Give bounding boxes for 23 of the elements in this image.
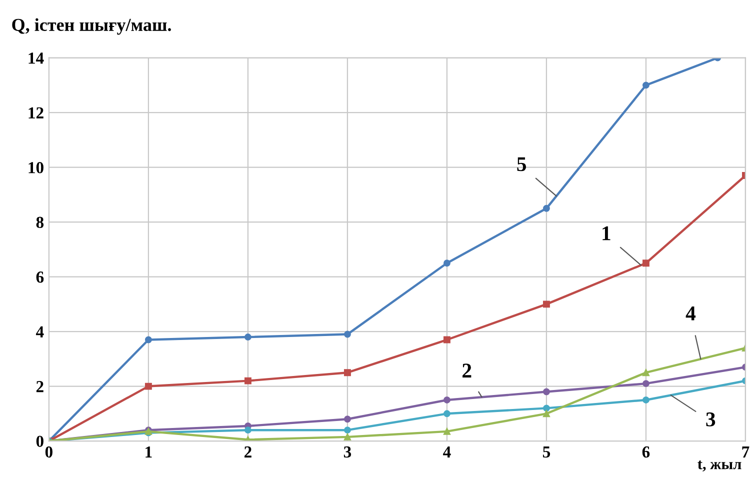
x-tick-label: 1 xyxy=(146,446,152,458)
series-label: 2 xyxy=(462,364,472,378)
y-tick-label: 8 xyxy=(36,216,44,228)
y-axis-title: Q, істен шығу/маш. xyxy=(12,18,171,35)
x-tick-label: 6 xyxy=(642,446,650,458)
series-label: 3 xyxy=(706,412,716,426)
y-tick-label: 2 xyxy=(36,381,44,392)
series-label: 5 xyxy=(517,157,526,172)
y-tick-label: 12 xyxy=(28,107,44,118)
x-tick-label: 0 xyxy=(45,446,52,458)
x-tick-label: 4 xyxy=(443,446,451,458)
series-label: 4 xyxy=(686,306,696,320)
y-tick-label: 14 xyxy=(28,52,44,64)
y-tick-label: 10 xyxy=(28,162,44,174)
y-tick-label: 6 xyxy=(36,272,44,283)
x-tick-label: 7 xyxy=(742,446,750,458)
y-tick-label: 4 xyxy=(36,326,44,338)
y-tick-label: 0 xyxy=(36,436,44,447)
x-axis-title: t, жыл xyxy=(698,460,742,472)
x-tick-label: 2 xyxy=(244,446,252,458)
x-tick-label: 5 xyxy=(542,446,550,458)
series-label: 1 xyxy=(602,226,610,240)
x-tick-label: 3 xyxy=(344,446,352,458)
